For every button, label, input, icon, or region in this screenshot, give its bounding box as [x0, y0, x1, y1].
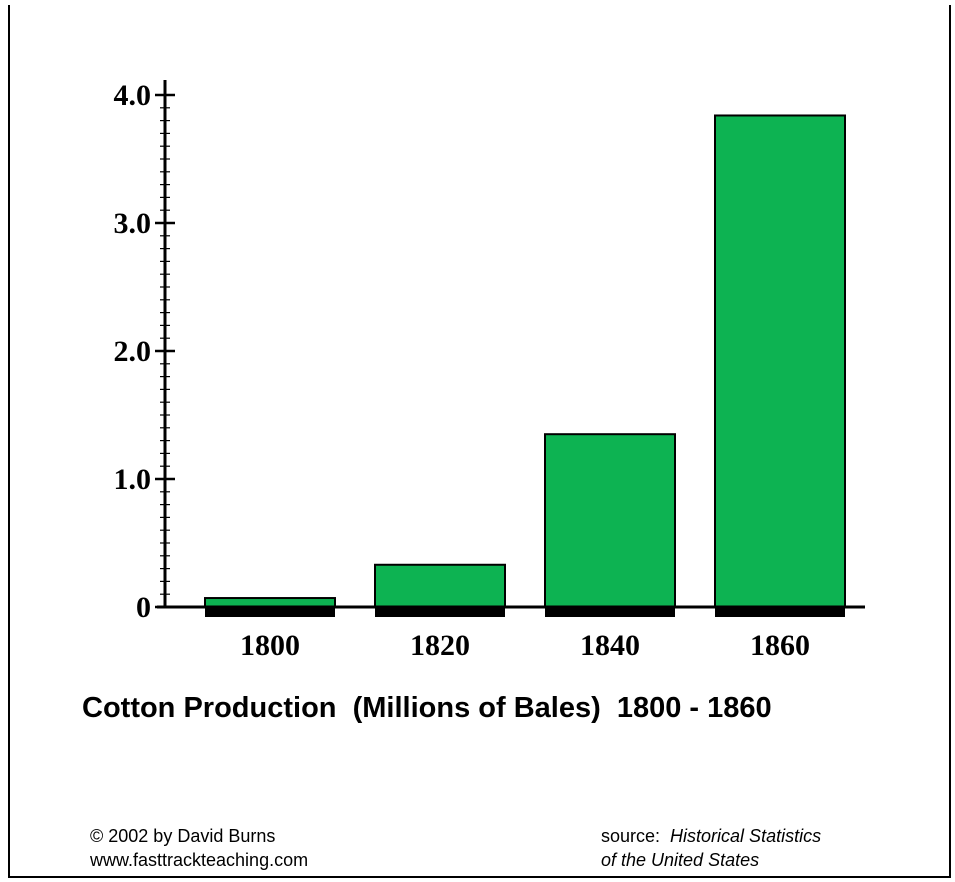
- x-tick-label: 1860: [750, 629, 810, 662]
- y-tick-label: 4.0: [114, 79, 152, 112]
- website-text: www.fasttrackteaching.com: [90, 850, 309, 870]
- copyright-block: © 2002 by David Burns www.fasttrackteach…: [90, 824, 308, 872]
- y-tick-label: 1.0: [114, 463, 152, 496]
- y-tick-label: 0: [136, 591, 151, 624]
- chart-title: Cotton Production (Millions of Bales) 18…: [82, 692, 772, 724]
- copyright-text: © 2002 by David Burns: [90, 826, 276, 846]
- source-title-2: of the United States: [601, 850, 760, 870]
- chart-frame: [8, 5, 951, 878]
- y-tick-label: 2.0: [114, 335, 152, 368]
- bar-base: [205, 607, 335, 617]
- bar: [374, 563, 506, 609]
- bar: [544, 433, 676, 609]
- bar: [714, 114, 846, 608]
- x-tick-label: 1800: [240, 629, 300, 662]
- x-tick-label: 1820: [410, 629, 470, 662]
- bar-base: [545, 607, 675, 617]
- bar-base: [715, 607, 845, 617]
- bar-base: [375, 607, 505, 617]
- y-tick-label: 3.0: [114, 207, 152, 240]
- x-tick-label: 1840: [580, 629, 640, 662]
- source-block: source: Historical Statistics of the Uni…: [601, 824, 821, 872]
- labels-layer: 1800 1820 1840 1860 0 1.0 2.0 3.0 4.0: [114, 79, 811, 662]
- bars-layer: [204, 114, 846, 617]
- axes-layer: [155, 80, 865, 609]
- source-label: source:: [601, 826, 661, 846]
- source-title-1: Historical Statistics: [670, 826, 822, 846]
- source-line-1: source: Historical Statistics: [601, 824, 821, 848]
- bar-chart: 1800 1820 1840 1860 0 1.0 2.0 3.0 4.0: [114, 79, 865, 662]
